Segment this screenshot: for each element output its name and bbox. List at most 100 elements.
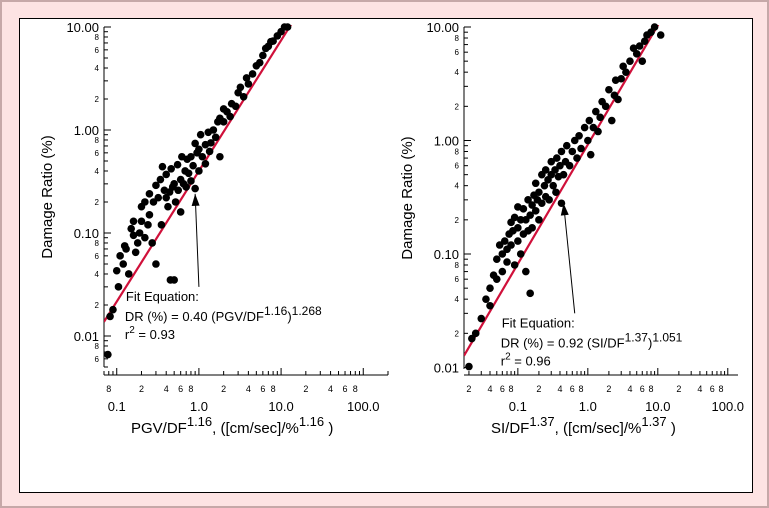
data-point [514,224,522,232]
y-minor-tick-label: 2 [95,95,100,104]
data-point [152,181,160,190]
data-point [239,93,248,101]
y-minor-tick-label: 4 [95,270,100,279]
data-point [195,145,203,154]
x-minor-tick-label: 6 [343,384,348,394]
fit-r-squared: r2 = 0.93 [125,325,175,342]
data-point [129,217,138,226]
data-point [486,301,494,310]
data-point [486,284,494,292]
y-minor-tick-label: 8 [95,136,100,145]
x-minor-tick-label: 4 [246,384,251,394]
annotation-arrow-head [191,193,200,206]
data-point [133,239,142,247]
x-label-close: ) [667,420,676,437]
x-minor-tick-label: 6 [710,384,715,394]
data-point [503,258,511,266]
data-point [167,165,175,173]
x-tick-label: 1.0 [579,399,597,414]
data-point [112,266,121,275]
data-point [104,350,112,359]
fit-eq-close: ) [648,335,652,350]
data-point [191,184,199,193]
data-point [164,202,172,211]
y-minor-tick-label: 4 [455,295,460,304]
data-point [135,229,144,237]
y-minor-tick-label: 6 [95,355,100,364]
x-minor-tick-label: 8 [353,384,358,394]
data-point [601,102,610,111]
data-point [545,196,553,204]
data-point [541,166,550,174]
data-point [626,57,634,65]
r-exponent: 2 [505,351,511,362]
data-point [547,157,556,166]
data-point [157,221,166,229]
data-point [226,112,234,121]
x-label-unit-exponent: 1.37 [641,414,666,429]
data-point [145,190,154,198]
y-minor-tick-label: 6 [95,46,100,55]
figure-panel: 0.01 0.10 1.00 10.00 6 8 2 4 6 8 2 4 6 8 2 4 6 8 8 2 4 6 8 2 4 6 8… [19,18,753,493]
data-point [507,241,515,249]
r-value: = 0.96 [511,353,551,368]
data-point [170,180,178,188]
y-tick-label: 1.00 [74,123,99,138]
data-point [526,211,534,219]
x-minor-tick-label: 2 [221,384,226,394]
data-point [586,150,595,159]
y-minor-tick-label: 6 [455,162,460,171]
y-minor-tick-label: 6 [455,275,460,284]
data-point [535,188,543,197]
x-minor-tick-label: 2 [676,384,681,394]
data-point [617,74,626,83]
data-point [635,42,644,50]
data-point [632,50,641,58]
fit-eq-power: 1.268 [292,304,322,318]
data-point [184,169,193,178]
y-tick-label: 0.10 [434,247,459,262]
annotation-arrow-head [560,203,569,216]
data-point [156,175,165,184]
data-point [591,107,600,116]
data-point [109,305,117,314]
y-tick-label: 10.00 [66,20,99,35]
x-minor-tick-label: 8 [271,384,276,394]
y-tick-label: 10.00 [426,20,459,35]
x-minor-tick-label: 6 [260,384,265,394]
data-point [498,267,507,276]
data-point [580,123,589,132]
x-minor-tick-label: 4 [164,384,169,394]
data-point [526,289,534,298]
x-minor-tick-label: 6 [500,384,505,394]
data-point [619,62,627,71]
data-point [129,231,138,240]
data-point [158,162,167,171]
x-tick-label: 10.0 [268,399,293,414]
data-point [584,136,592,145]
data-point [187,152,195,161]
data-point [187,177,195,185]
y-minor-tick-label: 4 [95,64,100,73]
data-point [538,199,546,208]
data-point [568,147,577,156]
data-point [573,154,581,162]
data-point [116,252,124,260]
x-label-unit: , ([cm/sec]/% [555,420,642,437]
y-minor-tick-label: 2 [455,216,460,225]
data-point [141,198,149,206]
data-point [162,170,171,179]
data-point [201,159,210,168]
data-point [498,250,507,258]
data-point [209,126,218,134]
y-minor-tick-label: 8 [455,261,460,270]
x-tick-label: 100.0 [712,399,745,414]
data-point [195,167,203,175]
y-minor-tick-label: 6 [455,48,460,57]
data-point [162,193,171,202]
data-point [205,147,214,156]
data-point [141,233,149,242]
data-point [551,166,559,174]
y-minor-tick-label: 8 [455,147,460,156]
